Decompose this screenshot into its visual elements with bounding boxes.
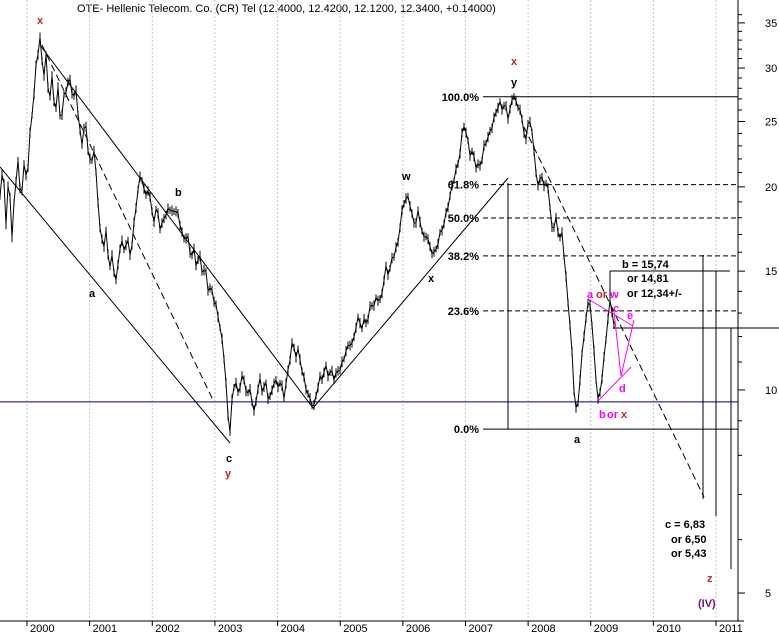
wave-label-IV: (IV) — [698, 598, 716, 610]
magenta-triangle-upper-line — [587, 298, 634, 327]
y-tick-label-15: 15 — [765, 266, 777, 278]
wave-label-e: e — [627, 310, 633, 322]
trendline-peak-2000-dashed-channel — [41, 44, 214, 401]
x-year-label-2011: 2011 — [719, 623, 743, 633]
x-year-label-2001: 2001 — [93, 623, 117, 633]
y-tick-label-30: 30 — [765, 63, 777, 75]
price-series-bars — [0, 32, 615, 436]
x-year-label-2002: 2002 — [155, 623, 179, 633]
y-tick-label-25: 25 — [765, 116, 777, 128]
x-year-label-2009: 2009 — [594, 623, 618, 633]
target-label: or 5,43 — [671, 548, 706, 560]
wave-label-d: d — [619, 383, 626, 395]
chart-title: OTE- Hellenic Telecom. Co. (CR) Tel (12.… — [77, 3, 496, 15]
wave-label-or: or — [596, 289, 608, 301]
fib-label-38.2%: 38.2% — [448, 251, 479, 263]
wave-label-b: b — [599, 409, 606, 421]
x-year-label-2000: 2000 — [30, 623, 54, 633]
target-label: b = 15,74 — [622, 259, 670, 271]
target-label: or 14,81 — [627, 273, 669, 285]
x-year-label-2004: 2004 — [281, 623, 305, 633]
magenta-triangle-d-to-e — [620, 319, 635, 377]
y-tick-label-5: 5 — [765, 588, 771, 600]
wave-label-x: x — [37, 15, 44, 27]
price-series-line — [0, 37, 615, 432]
fib-label-0.0%: 0.0% — [454, 424, 479, 436]
wave-label-b: b — [175, 187, 182, 199]
trendline-2004-low-uptrend — [312, 177, 509, 409]
target-label: or 6,50 — [671, 534, 706, 546]
trendline-2007-peak-projection — [523, 126, 705, 498]
fib-label-100.0%: 100.0% — [442, 92, 480, 104]
wave-label-y: y — [511, 77, 518, 89]
wave-label-c: c — [613, 303, 619, 315]
x-year-label-2008: 2008 — [531, 623, 555, 633]
x-year-label-2010: 2010 — [656, 623, 680, 633]
fib-label-50.0%: 50.0% — [448, 213, 479, 225]
x-year-label-2003: 2003 — [218, 623, 242, 633]
wave-label-z: z — [707, 573, 713, 585]
x-year-label-2006: 2006 — [406, 623, 430, 633]
wave-label-x: x — [511, 56, 518, 68]
wave-label-a: a — [574, 434, 581, 446]
x-year-label-2007: 2007 — [468, 623, 492, 633]
wave-label-x: x — [621, 409, 628, 421]
trendline-peak-2000-to-2004-low — [39, 44, 314, 409]
target-label: or 12,34+/- — [627, 288, 682, 300]
wave-label-a: a — [587, 289, 594, 301]
wave-label-a: a — [89, 288, 96, 300]
wave-label-w: w — [401, 171, 411, 183]
magenta-triangle-lower-line — [596, 366, 632, 403]
y-tick-label-20: 20 — [765, 182, 777, 194]
trendline-1999-high-to-2003-low — [0, 166, 231, 444]
fib-label-61.8%: 61.8% — [448, 180, 479, 192]
magenta-triangle-c-to-d — [613, 311, 622, 377]
y-tick-label-10: 10 — [765, 385, 777, 397]
target-label: c = 6,83 — [665, 519, 705, 531]
y-tick-label-35: 35 — [765, 18, 777, 30]
wave-label-y: y — [225, 468, 232, 480]
fib-label-23.6%: 23.6% — [448, 306, 479, 318]
wave-label-c: c — [226, 453, 232, 465]
wave-label-x: x — [428, 273, 435, 285]
wave-label-or: or — [607, 409, 619, 421]
wave-label-w: w — [609, 289, 619, 301]
x-year-label-2005: 2005 — [343, 623, 367, 633]
